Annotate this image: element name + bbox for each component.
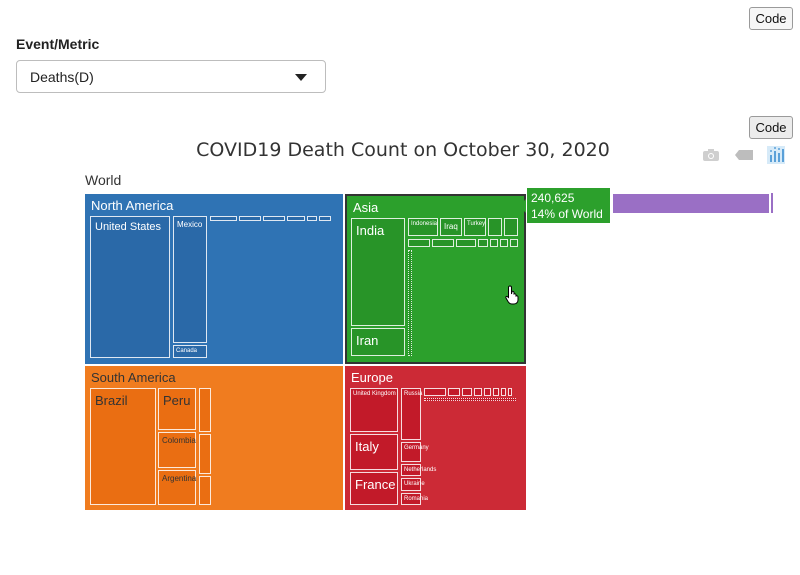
- pathbar[interactable]: [613, 194, 769, 213]
- country-small[interactable]: [501, 388, 506, 396]
- country-small[interactable]: [424, 388, 446, 396]
- country-label-italy: Italy: [355, 439, 379, 454]
- region-asia[interactable]: Asia India Iran Indonesia Iraq Turkey: [345, 194, 526, 364]
- country-label-iraq: Iraq: [444, 222, 458, 231]
- country-brazil[interactable]: Brazil: [90, 388, 156, 505]
- country-turkey[interactable]: Turkey: [464, 218, 486, 236]
- country-small[interactable]: [432, 239, 454, 247]
- country-small[interactable]: [448, 388, 460, 396]
- country-small[interactable]: [478, 239, 488, 247]
- country-small[interactable]: [199, 476, 211, 505]
- country-label-mexico: Mexico: [177, 220, 203, 229]
- country-label-colombia: Colombia: [162, 436, 196, 445]
- country-small[interactable]: [510, 239, 518, 247]
- hover-tooltip: 240,625 14% of World: [526, 187, 611, 224]
- country-small[interactable]: [456, 239, 476, 247]
- country-small[interactable]: [319, 216, 331, 221]
- metric-selected-value: Deaths(D): [30, 69, 94, 85]
- country-ukraine[interactable]: Ukraine: [401, 478, 425, 491]
- country-iran[interactable]: Iran: [351, 328, 405, 356]
- country-label-united-kingdom: United Kingdom: [353, 391, 396, 397]
- country-label-peru: Peru: [163, 393, 191, 408]
- country-label-russia: Russia: [404, 391, 423, 397]
- country-small[interactable]: [199, 434, 211, 474]
- country-united-kingdom[interactable]: United Kingdom: [350, 388, 398, 432]
- country-peru[interactable]: Peru: [158, 388, 196, 430]
- country-small[interactable]: [484, 388, 491, 396]
- country-netherlands[interactable]: Netherlands: [401, 464, 436, 476]
- country-label-indonesia: Indonesia: [411, 221, 438, 227]
- country-small[interactable]: [488, 218, 502, 236]
- country-small[interactable]: [493, 388, 499, 396]
- country-small[interactable]: [462, 388, 472, 396]
- country-romania[interactable]: Romania: [401, 493, 428, 505]
- country-small[interactable]: [210, 216, 237, 221]
- country-small[interactable]: [408, 250, 412, 356]
- country-argentina[interactable]: Argentina: [158, 470, 196, 505]
- country-label-india: India: [356, 223, 385, 238]
- country-iraq[interactable]: Iraq: [440, 218, 462, 236]
- tag-icon[interactable]: [734, 146, 754, 164]
- country-small[interactable]: [500, 239, 508, 247]
- country-united-states[interactable]: United States: [90, 216, 170, 358]
- metric-label: Event/Metric: [16, 36, 100, 52]
- country-russia[interactable]: Russia: [401, 388, 423, 440]
- chevron-down-icon: [295, 74, 307, 81]
- country-label-iran: Iran: [356, 333, 379, 348]
- code-button-chart[interactable]: Code: [749, 116, 793, 139]
- country-label-ukraine: Ukraine: [404, 481, 425, 487]
- region-label-asia: Asia: [353, 200, 379, 215]
- country-italy[interactable]: Italy: [350, 434, 398, 470]
- chart-title: COVID19 Death Count on October 30, 2020: [196, 139, 610, 161]
- country-small[interactable]: [199, 388, 211, 432]
- country-mexico[interactable]: Mexico: [173, 216, 207, 343]
- tooltip-arrow: [519, 199, 526, 213]
- country-label-romania: Romania: [404, 496, 429, 502]
- hand-cursor-icon: [505, 285, 521, 310]
- country-label-turkey: Turkey: [467, 221, 486, 227]
- country-france[interactable]: France: [350, 472, 398, 505]
- region-label-europe: Europe: [351, 370, 393, 385]
- region-europe[interactable]: Europe United Kingdom Italy France Russi…: [345, 366, 526, 510]
- metric-select[interactable]: Deaths(D): [16, 60, 326, 93]
- plotly-logo-icon[interactable]: [766, 146, 786, 164]
- country-small[interactable]: [508, 388, 512, 396]
- country-label-united-states: United States: [95, 221, 162, 233]
- country-small[interactable]: [307, 216, 317, 221]
- camera-icon[interactable]: [701, 146, 721, 164]
- pathbar-tick: [771, 193, 773, 213]
- country-label-brazil: Brazil: [95, 393, 128, 408]
- country-small[interactable]: [490, 239, 498, 247]
- region-label-south-america: South America: [91, 370, 176, 385]
- treemap-root-label[interactable]: World: [85, 172, 122, 188]
- country-small[interactable]: [408, 239, 430, 247]
- country-germany[interactable]: Germany: [401, 442, 429, 462]
- country-canada[interactable]: Canada: [173, 345, 207, 358]
- country-small[interactable]: [504, 218, 518, 236]
- country-small[interactable]: [239, 216, 261, 221]
- country-colombia[interactable]: Colombia: [158, 432, 196, 468]
- country-india[interactable]: India: [351, 218, 405, 326]
- country-small[interactable]: [424, 398, 516, 401]
- country-label-germany: Germany: [404, 445, 429, 451]
- code-button-top[interactable]: Code: [749, 7, 793, 30]
- country-small[interactable]: [474, 388, 482, 396]
- country-indonesia[interactable]: Indonesia: [408, 218, 438, 236]
- tooltip-value: 240,625: [531, 191, 575, 205]
- country-small[interactable]: [263, 216, 285, 221]
- country-label-netherlands: Netherlands: [404, 467, 437, 473]
- tooltip-percent: 14% of World: [531, 207, 603, 221]
- country-label-argentina: Argentina: [162, 474, 197, 483]
- region-south-america[interactable]: South America Brazil Peru Colombia Argen…: [85, 366, 343, 510]
- country-small[interactable]: [287, 216, 305, 221]
- country-label-canada: Canada: [176, 348, 198, 354]
- region-label-north-america: North America: [91, 198, 174, 213]
- country-label-france: France: [355, 477, 396, 492]
- region-north-america[interactable]: North America United States Mexico Canad…: [85, 194, 343, 364]
